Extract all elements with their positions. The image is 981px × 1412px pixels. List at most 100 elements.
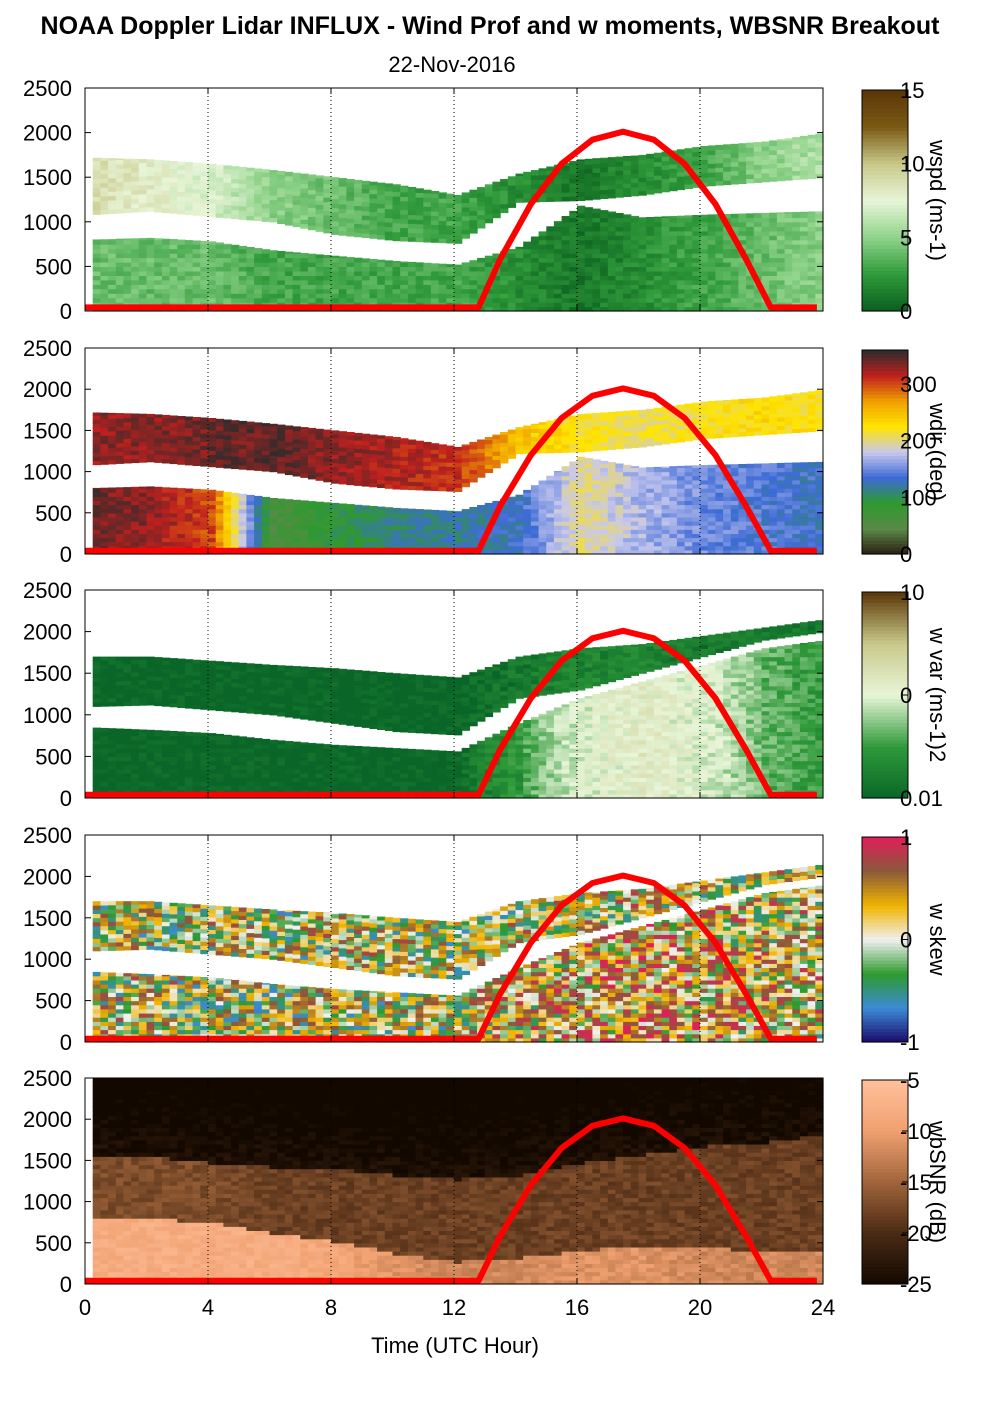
data-cell: [108, 297, 117, 303]
data-cell: [592, 239, 601, 245]
data-cell: [792, 279, 801, 285]
data-cell: [331, 502, 340, 506]
data-cell: [146, 496, 155, 501]
data-cell: [746, 484, 755, 489]
data-cell: [430, 197, 440, 203]
data-cell: [784, 521, 793, 526]
data-cell: [715, 239, 724, 245]
data-cell: [161, 425, 171, 431]
data-cell: [700, 221, 709, 227]
data-cell: [546, 284, 555, 290]
data-cell: [177, 533, 186, 539]
data-cell: [338, 230, 347, 236]
colorbar-cell: [862, 204, 908, 209]
data-cell: [223, 168, 232, 174]
data-cell: [123, 238, 132, 241]
data-cell: [553, 288, 563, 294]
data-cell: [430, 529, 440, 534]
data-cell: [646, 516, 655, 522]
data-cell: [392, 209, 401, 215]
data-cell: [177, 431, 186, 436]
data-cell: [415, 237, 424, 243]
data-cell: [553, 266, 563, 272]
data-cell: [507, 529, 517, 534]
data-cell: [730, 545, 740, 551]
data-cell: [223, 508, 232, 514]
data-cell: [776, 261, 786, 267]
data-cell: [623, 244, 632, 250]
data-cell: [761, 521, 770, 526]
data-cell: [108, 195, 117, 201]
data-cell: [646, 235, 655, 241]
data-cell: [407, 218, 417, 224]
data-cell: [538, 533, 547, 539]
data-cell: [377, 462, 386, 468]
data-cell: [430, 512, 440, 518]
data-cell: [707, 492, 716, 497]
data-cell: [192, 297, 201, 303]
data-cell: [669, 177, 678, 183]
data-cell: [769, 297, 778, 303]
data-cell: [108, 199, 117, 205]
data-cell: [446, 486, 455, 492]
data-cell: [577, 504, 586, 510]
data-cell: [307, 529, 317, 534]
data-cell: [592, 217, 601, 223]
data-cell: [592, 525, 601, 530]
data-cell: [108, 208, 117, 214]
data-cell: [484, 218, 494, 224]
data-cell: [208, 429, 217, 435]
data-cell: [423, 525, 432, 530]
data-cell: [208, 454, 217, 459]
data-cell: [254, 500, 263, 506]
data-cell: [630, 521, 640, 526]
data-cell: [146, 445, 155, 450]
data-cell: [553, 516, 563, 522]
data-cell: [161, 239, 171, 245]
data-cell: [454, 212, 463, 218]
data-cell: [815, 257, 824, 263]
data-cell: [354, 504, 363, 510]
data-cell: [430, 533, 440, 539]
data-cell: [415, 293, 424, 299]
data-cell: [584, 235, 593, 241]
data-cell: [692, 151, 701, 157]
data-cell: [377, 216, 386, 222]
data-cell: [707, 158, 716, 164]
data-cell: [815, 463, 824, 469]
data-cell: [623, 541, 632, 547]
data-cell: [469, 516, 478, 522]
data-cell: [715, 306, 724, 312]
data-cell: [369, 215, 378, 221]
data-cell: [676, 257, 686, 263]
data-cell: [192, 516, 201, 522]
data-cell: [623, 475, 632, 481]
data-cell: [407, 196, 417, 202]
data-cell: [161, 508, 171, 514]
data-cell: [346, 504, 355, 510]
data-cell: [208, 293, 217, 299]
data-cell: [169, 239, 178, 245]
data-cell: [231, 516, 240, 522]
data-cell: [169, 521, 178, 526]
data-cell: [446, 238, 455, 244]
colorbar-cell: [862, 174, 908, 179]
data-cell: [715, 293, 724, 299]
data-cell: [569, 270, 578, 276]
data-cell: [684, 261, 693, 267]
data-cell: [269, 455, 278, 460]
data-cell: [738, 512, 747, 518]
data-cell: [653, 496, 663, 501]
data-cell: [138, 541, 148, 547]
data-cell: [430, 279, 440, 285]
data-cell: [746, 479, 755, 485]
data-cell: [600, 479, 609, 485]
data-cell: [161, 442, 171, 447]
data-cell: [592, 541, 601, 547]
data-cell: [592, 537, 601, 543]
data-cell: [769, 141, 778, 147]
data-cell: [331, 479, 340, 484]
data-cell: [246, 275, 255, 281]
data-cell: [169, 297, 178, 303]
data-cell: [753, 302, 763, 308]
